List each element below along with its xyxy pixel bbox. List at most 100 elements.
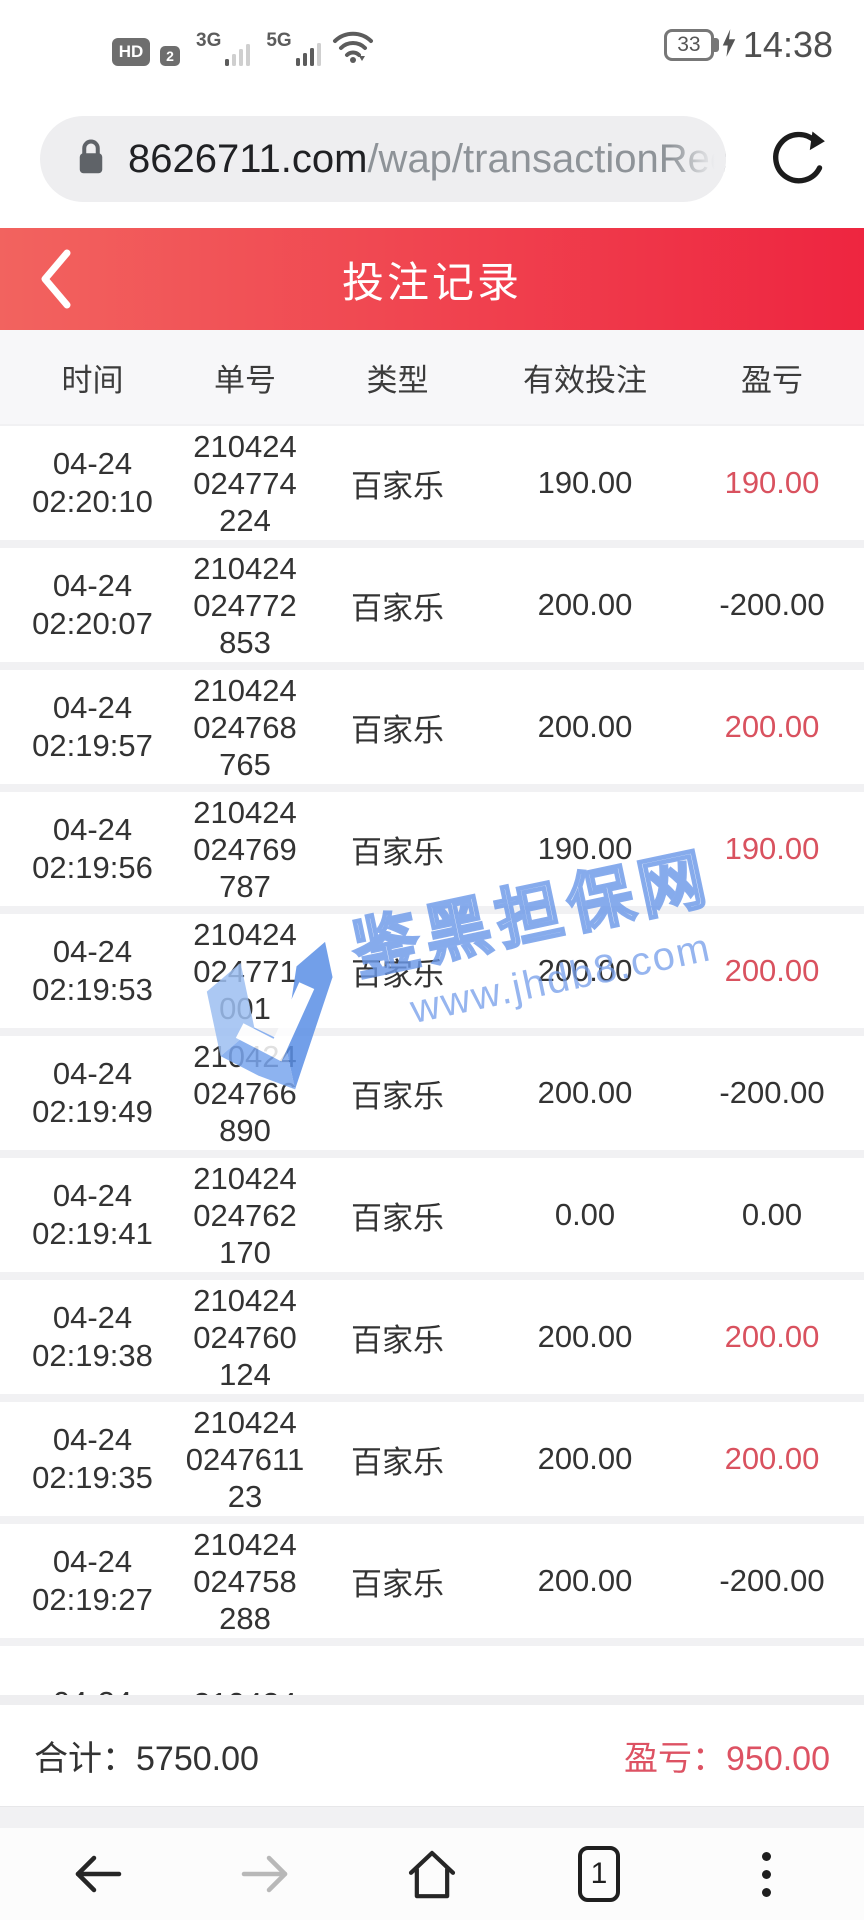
row-order-cell: 210424024758288 [185, 1526, 305, 1637]
row-order-cell: 210424024772853 [185, 550, 305, 661]
row-time-cell: 04-24 02:20:07 [0, 567, 185, 643]
row-profit-cell: 200.00 [680, 709, 864, 745]
header-back-button[interactable] [26, 228, 86, 330]
row-valid-bet: 200.00 [537, 1319, 633, 1354]
row-order-number: 210424024772853 [193, 550, 297, 660]
row-date: 04-24 [0, 1684, 185, 1695]
col-valid: 有效投注 [523, 362, 647, 398]
row-valid-bet-cell: 190.00 [490, 465, 680, 501]
row-order-number: 210424024766890 [193, 1038, 297, 1148]
browser-url-bar: 8626711.com/wap/transactionRec [0, 90, 864, 228]
row-game-type: 百家乐 [351, 590, 444, 626]
nav-back-button[interactable] [58, 1834, 138, 1914]
row-order-cell: 210424024771001 [185, 916, 305, 1027]
summary-bar: 合计：5750.00 盈亏：950.00 [0, 1695, 864, 1806]
network-3g-label: 3G [196, 29, 222, 51]
table-row: 04-24 02:19:56 210424024769787 百家乐 190.0… [0, 792, 864, 906]
row-valid-bet: 190.00 [537, 465, 633, 500]
row-profit-cell: -200.00 [680, 587, 864, 623]
table-row: 04-24 210424 [0, 1646, 864, 1695]
row-order-number: 210424024771001 [193, 916, 297, 1026]
row-clock: 02:19:57 [32, 728, 153, 763]
page-title: 投注记录 [341, 258, 522, 306]
row-type-cell: 百家乐 [305, 1193, 490, 1238]
row-profit-cell: 200.00 [680, 953, 864, 989]
row-valid-bet: 200.00 [537, 709, 633, 744]
row-clock: 02:19:41 [32, 1216, 153, 1251]
row-valid-bet-cell: 190.00 [490, 831, 680, 867]
row-date: 04-24 [52, 934, 133, 969]
row-clock: 02:20:07 [32, 606, 153, 641]
table-row: 04-24 02:19:27 210424024758288 百家乐 200.0… [0, 1524, 864, 1638]
nav-forward-button[interactable] [225, 1834, 305, 1914]
row-profit: 200.00 [724, 1319, 820, 1354]
row-type-cell: 百家乐 [305, 1559, 490, 1604]
row-profit: -200.00 [719, 1075, 825, 1110]
row-clock: 02:19:56 [32, 850, 153, 885]
row-type-cell: 百家乐 [305, 461, 490, 506]
row-game-type: 百家乐 [351, 1566, 444, 1602]
more-menu-icon [761, 1851, 771, 1897]
summary-profit-label: 盈亏： [624, 1740, 726, 1778]
charging-icon [721, 28, 737, 63]
row-game-type: 百家乐 [351, 468, 444, 504]
nav-menu-button[interactable] [726, 1834, 806, 1914]
row-profit-cell: 200.00 [680, 1441, 864, 1477]
row-game-type: 百家乐 [351, 834, 444, 870]
app-header: 投注记录 [0, 228, 864, 330]
row-game-type: 百家乐 [351, 1078, 444, 1114]
row-valid-bet-cell: 200.00 [490, 1319, 680, 1355]
row-valid-bet: 200.00 [537, 953, 633, 988]
row-order-number: 210424024774224 [193, 428, 297, 538]
row-order-cell: 210424024766890 [185, 1038, 305, 1149]
row-time-cell: 04-24 02:19:57 [0, 689, 185, 765]
refresh-button[interactable] [766, 125, 834, 193]
row-type-cell: 百家乐 [305, 705, 490, 750]
row-time-cell: 04-24 02:19:35 [0, 1421, 185, 1497]
row-clock: 02:19:49 [32, 1094, 153, 1129]
summary-total-label: 合计： [34, 1740, 136, 1778]
hd-volte-icon: HD [112, 37, 150, 66]
row-order-cell: 210424 [185, 1685, 305, 1696]
summary-profit: 盈亏：950.00 [624, 1731, 830, 1780]
row-profit-cell: -200.00 [680, 1075, 864, 1111]
summary-profit-value: 950.00 [726, 1740, 830, 1778]
wifi-icon [331, 28, 375, 69]
row-game-type: 百家乐 [351, 1200, 444, 1236]
row-profit: 200.00 [724, 1441, 820, 1476]
row-clock: 02:20:10 [32, 484, 153, 519]
nav-tabs-button[interactable]: 1 [559, 1834, 639, 1914]
row-profit-cell: 200.00 [680, 1319, 864, 1355]
row-order-cell: 210424024769787 [185, 794, 305, 905]
row-profit-cell: 0.00 [680, 1197, 864, 1233]
row-order-cell: 210424024761123 [185, 1404, 305, 1515]
table-row: 04-24 02:19:49 210424024766890 百家乐 200.0… [0, 1036, 864, 1150]
url-field[interactable]: 8626711.com/wap/transactionRec [40, 116, 726, 202]
col-type: 类型 [366, 362, 429, 398]
row-date: 04-24 [52, 446, 133, 481]
row-time-cell: 04-24 02:19:38 [0, 1299, 185, 1375]
row-valid-bet-cell: 200.00 [490, 1441, 680, 1477]
row-type-cell: 百家乐 [305, 1071, 490, 1116]
row-valid-bet-cell: 0.00 [490, 1197, 680, 1233]
row-valid-bet-cell: 200.00 [490, 1075, 680, 1111]
battery-icon: 33 [663, 29, 714, 61]
table-header: 时间 单号 类型 有效投注 盈亏 [0, 330, 864, 424]
row-valid-bet: 190.00 [537, 831, 633, 866]
row-order-cell: 210424024774224 [185, 428, 305, 539]
row-order-cell: 210424024762170 [185, 1160, 305, 1271]
row-date: 04-24 [52, 1178, 133, 1213]
row-profit: -200.00 [719, 1563, 825, 1598]
network-5g-label: 5G [266, 29, 292, 51]
row-clock: 02:19:35 [32, 1460, 153, 1495]
tab-count: 1 [578, 1846, 620, 1902]
row-valid-bet-cell: 200.00 [490, 587, 680, 623]
lock-icon[interactable] [76, 138, 106, 181]
row-date: 04-24 [52, 1300, 133, 1335]
row-profit: 190.00 [724, 831, 820, 866]
row-valid-bet: 200.00 [537, 587, 633, 622]
row-date: 04-24 [52, 1544, 133, 1579]
table-row: 04-24 02:19:57 210424024768765 百家乐 200.0… [0, 670, 864, 784]
nav-home-button[interactable] [392, 1834, 472, 1914]
clock: 14:38 [742, 24, 833, 65]
